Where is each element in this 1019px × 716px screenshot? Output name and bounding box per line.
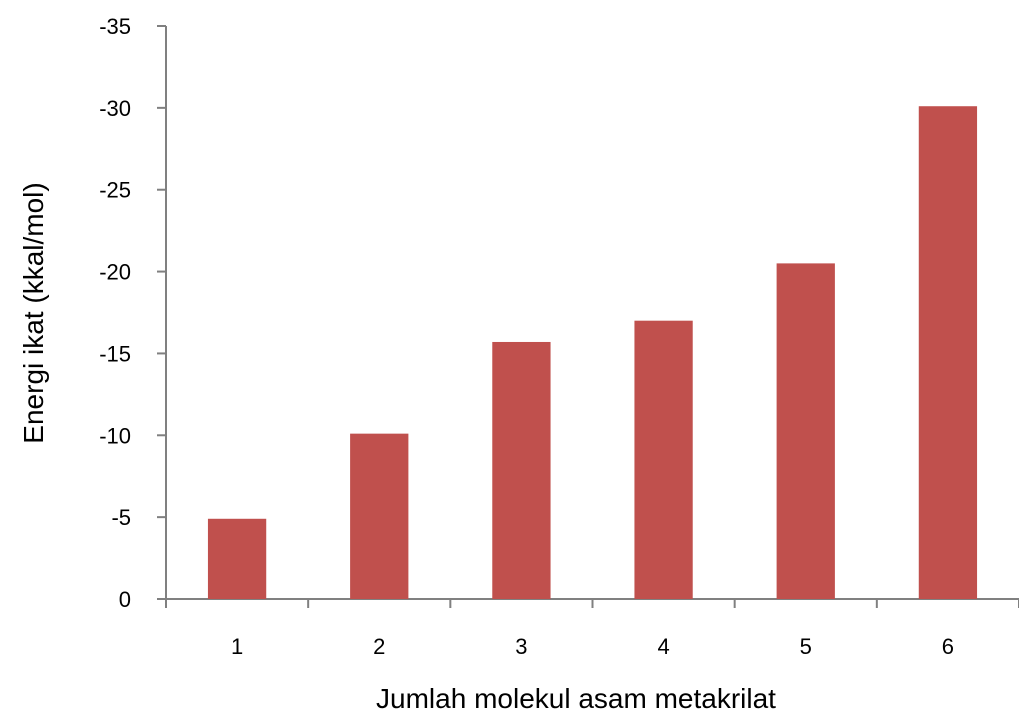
y-tick-label: -35 xyxy=(99,14,131,39)
bars xyxy=(207,106,978,599)
y-axis-title: Energi ikat (kkal/mol) xyxy=(18,182,49,443)
x-axis: 1 2 3 4 5 6 xyxy=(165,598,1019,659)
y-tick-label: -5 xyxy=(111,505,131,530)
x-tick-label: 3 xyxy=(515,634,527,659)
y-axis: 0 -5 -10 -15 -20 -25 -30 -35 xyxy=(99,14,167,612)
bar-4 xyxy=(634,320,693,599)
bar-2 xyxy=(350,433,409,599)
x-tick-label: 4 xyxy=(657,634,669,659)
y-tick-label: 0 xyxy=(119,587,131,612)
x-tick-label: 5 xyxy=(800,634,812,659)
x-axis-title: Jumlah molekul asam metakrilat xyxy=(376,683,776,714)
x-tick-label: 1 xyxy=(231,634,243,659)
x-tick-label: 2 xyxy=(373,634,385,659)
bar-5 xyxy=(776,263,835,599)
y-tick-label: -25 xyxy=(99,178,131,203)
y-tick-label: -30 xyxy=(99,96,131,121)
y-tick-label: -10 xyxy=(99,423,131,448)
y-tick-label: -20 xyxy=(99,260,131,285)
bar-3 xyxy=(492,341,551,599)
bar-6 xyxy=(918,106,978,599)
bar-1 xyxy=(207,518,267,599)
x-tick-label: 6 xyxy=(942,634,954,659)
y-tick-label: -15 xyxy=(99,341,131,366)
